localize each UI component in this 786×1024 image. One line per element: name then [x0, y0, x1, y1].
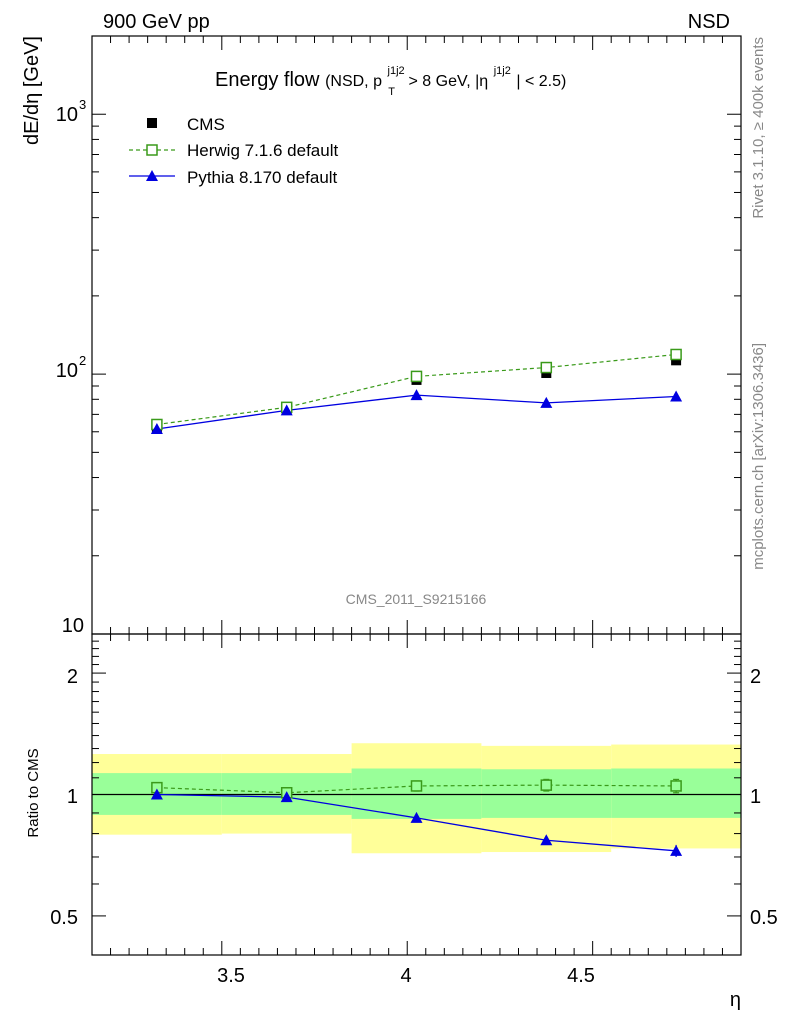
- ratio-herwig-point: [670, 780, 682, 792]
- main-ylabel: dE/dη [GeV]: [21, 36, 43, 145]
- title-cuts-sup2: j1j2: [493, 65, 511, 77]
- legend-cms-label: CMS: [187, 115, 225, 134]
- ratio-band-inner: [481, 769, 612, 818]
- title-cuts-sub: T: [388, 86, 395, 98]
- ratio-panel: 2 1 0.5 2 1 0.5 Ratio to CMS 3.5 4 4.5 η: [25, 633, 778, 1011]
- ytick-10: 10: [62, 615, 84, 637]
- cms-point: [671, 355, 682, 366]
- ratio-herwig-point: [540, 779, 553, 791]
- title-cuts-open: (NSD, p: [325, 73, 382, 90]
- pythia-point: [150, 422, 163, 434]
- ratio-band-inner: [351, 768, 482, 819]
- rivet-label: Rivet 3.1.10, ≥ 400k events: [750, 37, 767, 219]
- ratio-axis-ticks: [91, 633, 742, 956]
- title-main: Energy flow: [215, 69, 320, 91]
- herwig-point: [540, 361, 553, 374]
- legend-herwig-marker: [146, 144, 158, 156]
- ratio-ytick-2-right: 2: [750, 666, 761, 688]
- x-axis-label: η: [730, 989, 741, 1011]
- header-right: NSD: [688, 11, 730, 33]
- pythia-point: [540, 396, 553, 408]
- ytick-100-exp: 2: [79, 353, 86, 368]
- main-series-layer: [150, 348, 683, 434]
- pythia-point: [670, 390, 683, 402]
- ratio-ytick-1-right: 1: [750, 786, 761, 808]
- ratio-ytick-2-left: 2: [67, 666, 78, 688]
- main-panel: 10 10 2 10 3 dE/dη [GeV] Energy flow (NS…: [21, 35, 742, 637]
- ytick-1000-exp: 3: [79, 97, 86, 112]
- ratio-pythia-point: [150, 788, 163, 800]
- ratio-pythia-point: [670, 844, 683, 856]
- ratio-ylabel: Ratio to CMS: [25, 748, 42, 837]
- mcplots-label: mcplots.cern.ch [arXiv:1306.3436]: [750, 343, 767, 570]
- plot-title: Energy flow (NSD, p j1j2 T > 8 GeV, |η j…: [215, 57, 566, 100]
- legend-herwig-label: Herwig 7.1.6 default: [187, 141, 338, 160]
- ratio-ytick-05-left: 0.5: [50, 907, 78, 929]
- ratio-pythia-point: [540, 834, 553, 846]
- pythia-point: [280, 404, 293, 416]
- legend-pythia-marker: [146, 170, 158, 181]
- legend-cms-marker: [147, 118, 157, 128]
- ratio-bands-layer: [92, 743, 741, 854]
- herwig-point: [410, 370, 423, 383]
- ratio-pythia-point: [410, 811, 423, 823]
- ratio-ytick-1-left: 1: [67, 786, 78, 808]
- xtick-4: 4: [400, 965, 411, 987]
- herwig-point: [670, 348, 682, 361]
- herwig-line: [156, 353, 677, 426]
- ytick-1000-base: 10: [56, 104, 78, 126]
- xtick-4.5: 4.5: [567, 965, 595, 987]
- ratio-ytick-05-right: 0.5: [750, 907, 778, 929]
- analysis-watermark: CMS_2011_S9215166: [346, 591, 487, 607]
- ratio-pythia-point: [280, 791, 293, 803]
- xtick-3.5: 3.5: [217, 965, 245, 987]
- legend-pythia-label: Pythia 8.170 default: [187, 168, 338, 187]
- ratio-herwig-point: [410, 780, 423, 792]
- header-left: 900 GeV pp: [103, 11, 210, 33]
- pythia-point: [410, 389, 423, 401]
- pythia-line: [156, 394, 677, 430]
- ytick-100-base: 10: [56, 360, 78, 382]
- title-cuts-close: | < 2.5): [516, 73, 566, 90]
- title-cuts-mid: > 8 GeV, |η: [409, 73, 489, 90]
- legend: CMS Herwig 7.1.6 default Pythia 8.170 de…: [129, 115, 338, 187]
- title-cuts-sup1: j1j2: [387, 65, 405, 77]
- ratio-series-layer: [150, 778, 683, 857]
